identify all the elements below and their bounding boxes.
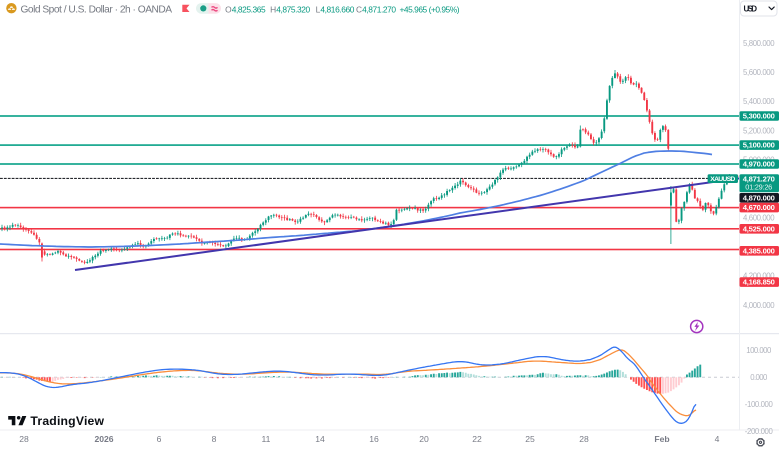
svg-text:22: 22 (472, 434, 482, 444)
svg-text:28: 28 (579, 434, 589, 444)
svg-text:5,400.000: 5,400.000 (743, 97, 775, 106)
svg-text:100.000: 100.000 (746, 346, 772, 355)
svg-text:C: C (356, 4, 362, 14)
svg-text:4,200.000: 4,200.000 (743, 272, 775, 281)
svg-text:5,600.000: 5,600.000 (743, 68, 775, 77)
svg-text:4,168.850: 4,168.850 (743, 278, 775, 287)
svg-text:20: 20 (419, 434, 429, 444)
svg-text:5,300.000: 5,300.000 (743, 112, 775, 121)
svg-text:6: 6 (157, 434, 162, 444)
svg-text:5,800.000: 5,800.000 (743, 39, 775, 48)
svg-text:H: H (270, 4, 276, 14)
svg-text:4,600.000: 4,600.000 (743, 214, 775, 223)
svg-text:4,875.320: 4,875.320 (276, 4, 310, 14)
svg-text:4,670.000: 4,670.000 (743, 203, 775, 212)
svg-text:USD: USD (744, 5, 758, 14)
svg-text:2026: 2026 (94, 434, 113, 444)
svg-text:O: O (225, 4, 232, 14)
svg-text:Gold Spot / U.S. Dollar · 2h ·: Gold Spot / U.S. Dollar · 2h · OANDA (21, 4, 173, 15)
svg-text:11: 11 (262, 434, 271, 444)
svg-text:TradingView: TradingView (30, 414, 104, 428)
svg-text:4: 4 (715, 434, 720, 444)
svg-text:16: 16 (369, 434, 379, 444)
svg-text:L: L (316, 4, 321, 14)
svg-text:4,970.000: 4,970.000 (743, 160, 775, 169)
svg-text:+45.965 (+0.95%): +45.965 (+0.95%) (400, 4, 460, 14)
svg-text:14: 14 (315, 434, 325, 444)
svg-text:-100.000: -100.000 (745, 400, 774, 409)
svg-text:4,871.270: 4,871.270 (362, 4, 396, 14)
svg-text:01:29:26: 01:29:26 (745, 183, 772, 192)
svg-text:Feb: Feb (654, 434, 669, 444)
svg-text:4,000.000: 4,000.000 (743, 301, 775, 310)
svg-text:4,825.365: 4,825.365 (232, 4, 266, 14)
svg-text:5,200.000: 5,200.000 (743, 126, 775, 135)
svg-text:-200.000: -200.000 (745, 427, 774, 436)
svg-text:25: 25 (525, 434, 535, 444)
svg-text:4,525.000: 4,525.000 (743, 224, 775, 233)
svg-text:0.000: 0.000 (750, 373, 768, 382)
svg-text:XAUUSD: XAUUSD (710, 176, 735, 183)
svg-text:5,100.000: 5,100.000 (743, 141, 775, 150)
svg-text:28: 28 (19, 434, 29, 444)
svg-text:4,816.660: 4,816.660 (320, 4, 354, 14)
svg-text:4,870.000: 4,870.000 (743, 193, 775, 202)
svg-text:4,871.270: 4,871.270 (743, 175, 775, 184)
svg-text:8: 8 (212, 434, 217, 444)
svg-text:4,385.000: 4,385.000 (743, 246, 775, 255)
